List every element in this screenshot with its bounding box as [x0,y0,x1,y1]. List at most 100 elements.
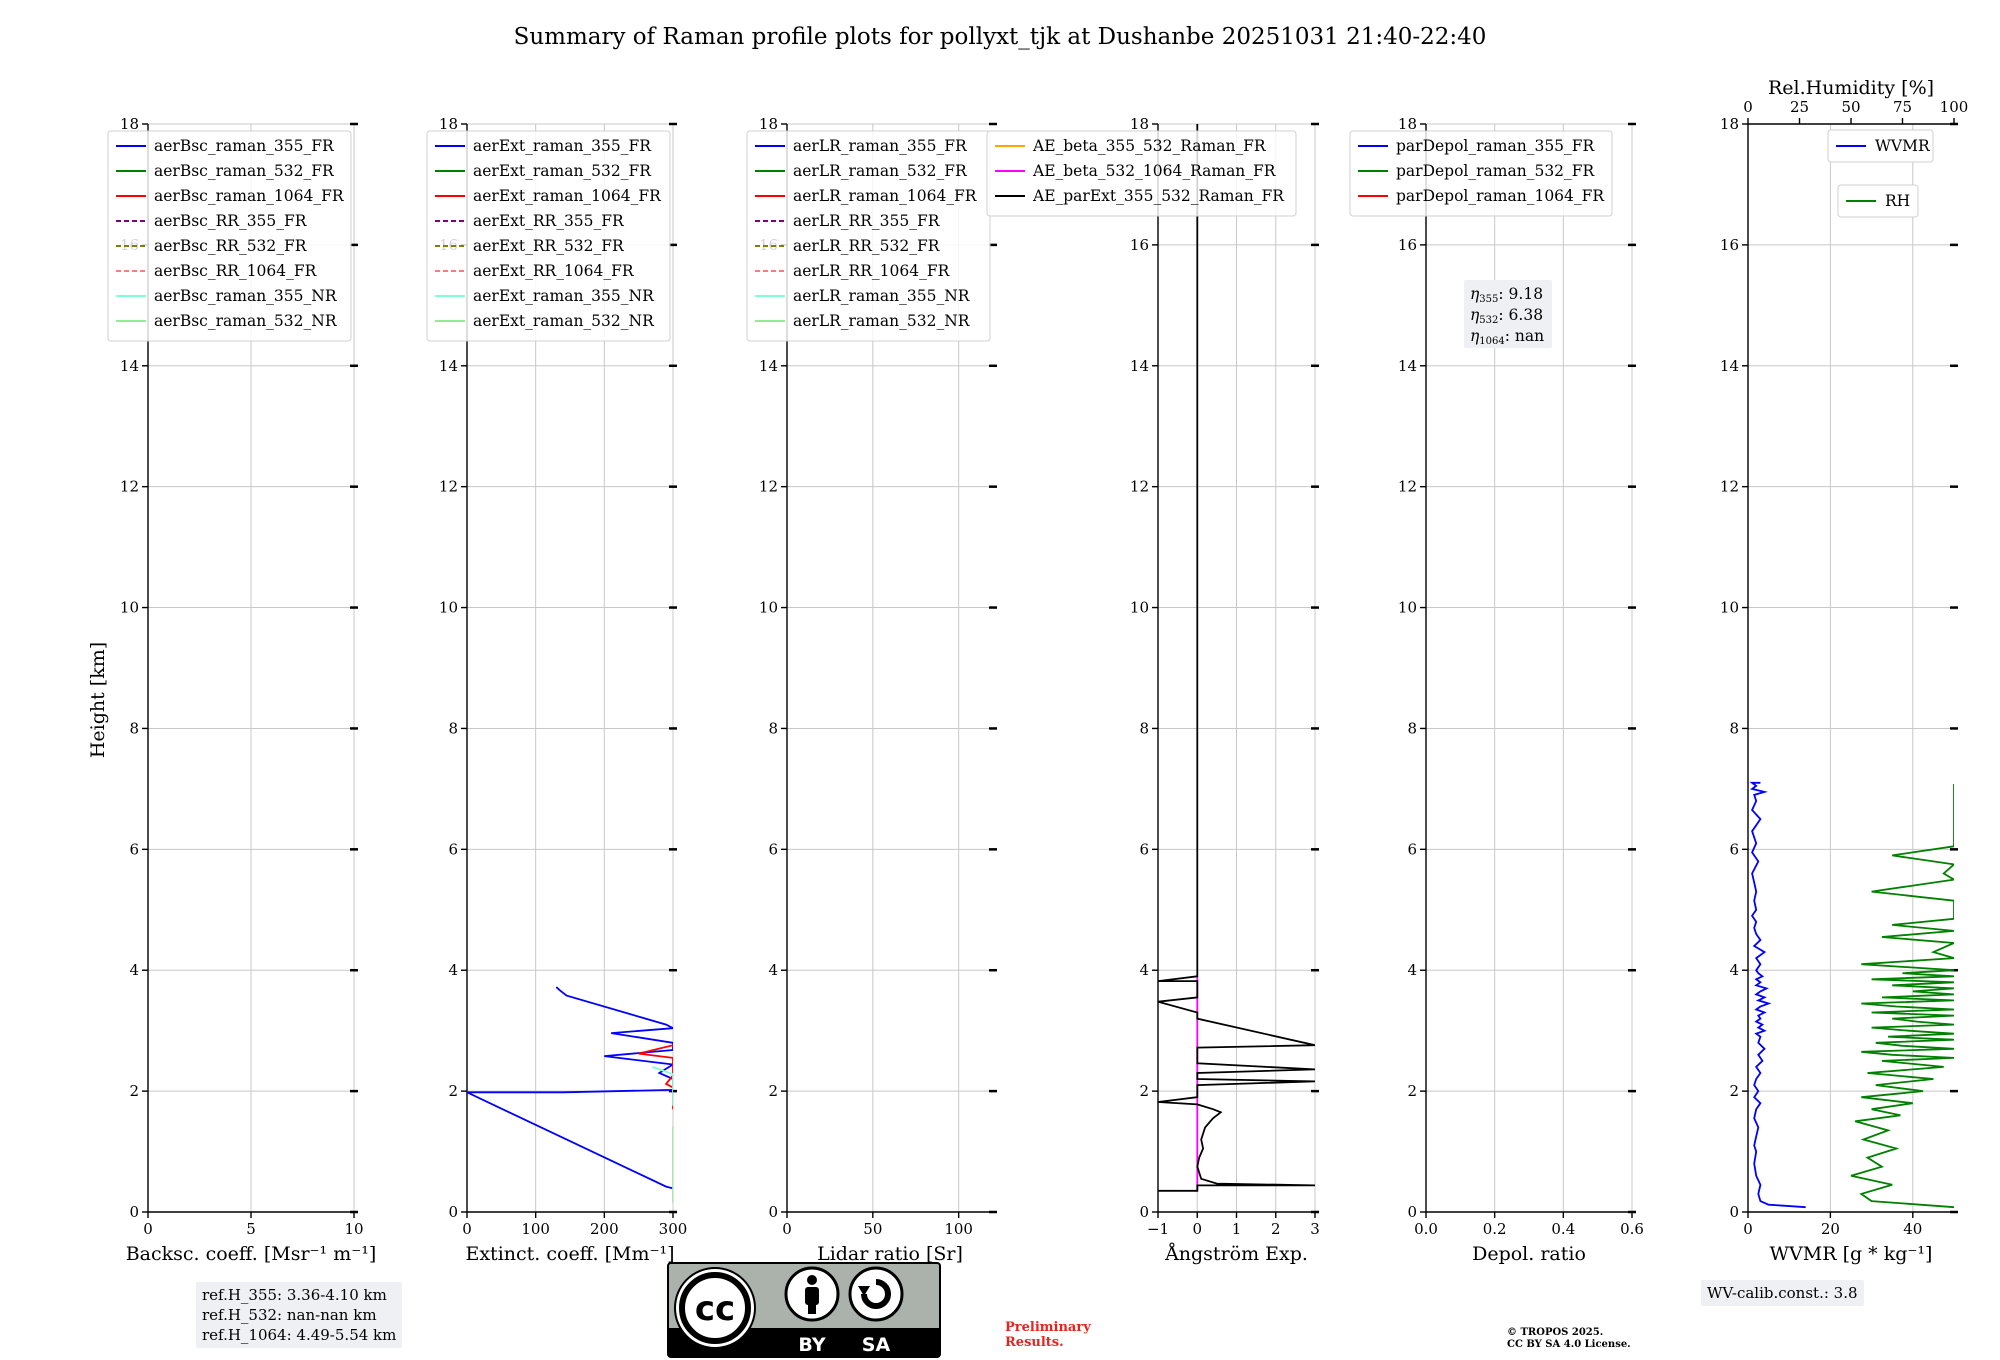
copyright-line2: CC BY SA 4.0 License. [1507,1339,1631,1350]
top-x-tick-label: 100 [1940,98,1969,116]
panel-depol: 0 2 4 6 8 10 12 14 16 18 0.0 0.2 0.4 0.6 Depol. ratio p… [1349,115,1644,1265]
x-tick-label: 3 [1310,1220,1320,1238]
x-tick-label: 0.2 [1483,1220,1507,1238]
preliminary-results-note: Preliminary Results. [1005,1320,1091,1350]
y-tick-label: 0 [1139,1203,1149,1221]
legend-label: aerLR_raman_532_FR [793,162,968,180]
y-tick-label: 8 [768,719,778,737]
y-tick-label: 14 [759,357,778,375]
eta-box [1464,280,1552,348]
series-line-aerExt_raman_1064_FR [638,1044,673,1110]
y-tick-label: 6 [129,840,139,858]
y-tick-label: 14 [439,357,458,375]
legend-label: AE_beta_532_1064_Raman_FR [1032,162,1277,180]
legend-label: aerExt_RR_532_FR [473,237,625,255]
y-tick-label: 0 [1729,1203,1739,1221]
x-tick-label: 300 [659,1220,688,1238]
y-tick-label: 0 [129,1203,139,1221]
y-tick-label: 4 [1407,961,1417,979]
x-tick-label: −1 [1147,1220,1169,1238]
x-axis-label: WVMR [g * kg⁻¹] [1770,1243,1933,1265]
legend-label: aerBsc_RR_355_FR [154,212,308,230]
x-tick-label: 0.6 [1620,1220,1644,1238]
y-tick-label: 10 [1398,599,1417,617]
y-axis-label: Height [km] [87,642,109,758]
wv-calib-text: WV-calib.const.: 3.8 [1707,1284,1858,1302]
y-tick-label: 10 [1720,599,1739,617]
sa-share-icon [848,1266,904,1322]
x-tick-label: 0 [143,1220,153,1238]
legend-label: aerBsc_RR_1064_FR [154,262,318,280]
legend-box-wvmr [1827,129,1934,163]
y-tick-label: 8 [1729,719,1739,737]
y-tick-label: 6 [1729,840,1739,858]
x-tick-label: 0 [1743,1220,1753,1238]
y-tick-label: 8 [1139,719,1149,737]
y-tick-label: 2 [1729,1082,1739,1100]
cc-text: cc [695,1289,735,1329]
series-line-AE_parExt_355_532_Raman_FR [1158,124,1315,1192]
prelim-line2: Results. [1005,1335,1064,1350]
cc-by-sa-logo: cc BY SA [667,1262,941,1358]
prelim-line1: Preliminary [1005,1320,1091,1335]
x-tick-label: 20 [1821,1220,1840,1238]
ref-h-355: ref.H_355: 3.36-4.10 km [202,1286,387,1304]
legend-label: aerExt_raman_355_NR [473,287,655,305]
legend-label: RH [1885,192,1910,210]
legend-label: aerLR_raman_355_FR [793,137,968,155]
y-tick-label: 4 [1729,961,1739,979]
y-tick-label: 18 [1398,115,1417,133]
y-tick-label: 6 [448,840,458,858]
y-tick-label: 12 [120,478,139,496]
legend-label: aerBsc_raman_532_FR [154,162,335,180]
legend-box-rh [1837,184,1919,218]
y-tick-label: 2 [448,1082,458,1100]
x-tick-label: 50 [863,1220,882,1238]
y-tick-label: 10 [1130,599,1149,617]
y-tick-label: 4 [768,961,778,979]
legend-label: aerBsc_raman_1064_FR [154,187,345,205]
x-tick-label: 100 [521,1220,550,1238]
ref-h-1064: ref.H_1064: 4.49-5.54 km [202,1326,397,1344]
legend-label: aerLR_RR_1064_FR [793,262,951,280]
y-tick-label: 0 [448,1203,458,1221]
y-tick-label: 12 [759,478,778,496]
y-tick-label: 10 [759,599,778,617]
top-x-tick-label: 0 [1743,98,1753,116]
y-tick-label: 14 [120,357,139,375]
x-tick-label: 10 [344,1220,363,1238]
y-tick-label: 12 [439,478,458,496]
wv-calib-box: WV-calib.const.: 3.8 [1701,1280,1864,1306]
copyright-line1: © TROPOS 2025. [1507,1327,1604,1338]
x-tick-label: 0.0 [1414,1220,1438,1238]
legend-label: aerExt_raman_532_NR [473,312,655,330]
y-tick-label: 8 [129,719,139,737]
legend-box [107,130,352,342]
eta-355: η355: 9.18 [1470,285,1543,305]
panel-lidar_ratio: 024681012141618050100Lidar ratio [Sr]aer… [746,115,997,1265]
ref-h-532: ref.H_532: nan-nan km [202,1306,377,1324]
legend-label: WVMR [1875,137,1931,155]
x-axis-label: Lidar ratio [Sr] [817,1243,963,1265]
y-tick-label: 16 [1130,236,1149,254]
y-tick-label: 8 [1407,719,1417,737]
legend-label: aerExt_RR_355_FR [473,212,625,230]
x-tick-label: 40 [1903,1220,1922,1238]
x-axis-label: Backsc. coeff. [Msr⁻¹ m⁻¹] [126,1243,377,1265]
panels: 0246810121416180510Backsc. coeff. [Msr⁻¹… [107,77,1968,1265]
legend-label: aerLR_RR_355_FR [793,212,941,230]
y-tick-label: 0 [768,1203,778,1221]
y-tick-label: 12 [1130,478,1149,496]
figure-title: Summary of Raman profile plots for polly… [514,24,1487,50]
y-tick-label: 2 [768,1082,778,1100]
x-axis-label: Depol. ratio [1472,1243,1586,1265]
legend-box [986,130,1297,217]
x-tick-label: 0 [782,1220,792,1238]
eta-1064: η1064: nan [1470,327,1544,347]
top-axis-label: Rel.Humidity [%] [1768,77,1934,99]
legend-label: aerExt_raman_355_FR [473,137,652,155]
y-tick-label: 6 [768,840,778,858]
y-tick-label: 8 [448,719,458,737]
